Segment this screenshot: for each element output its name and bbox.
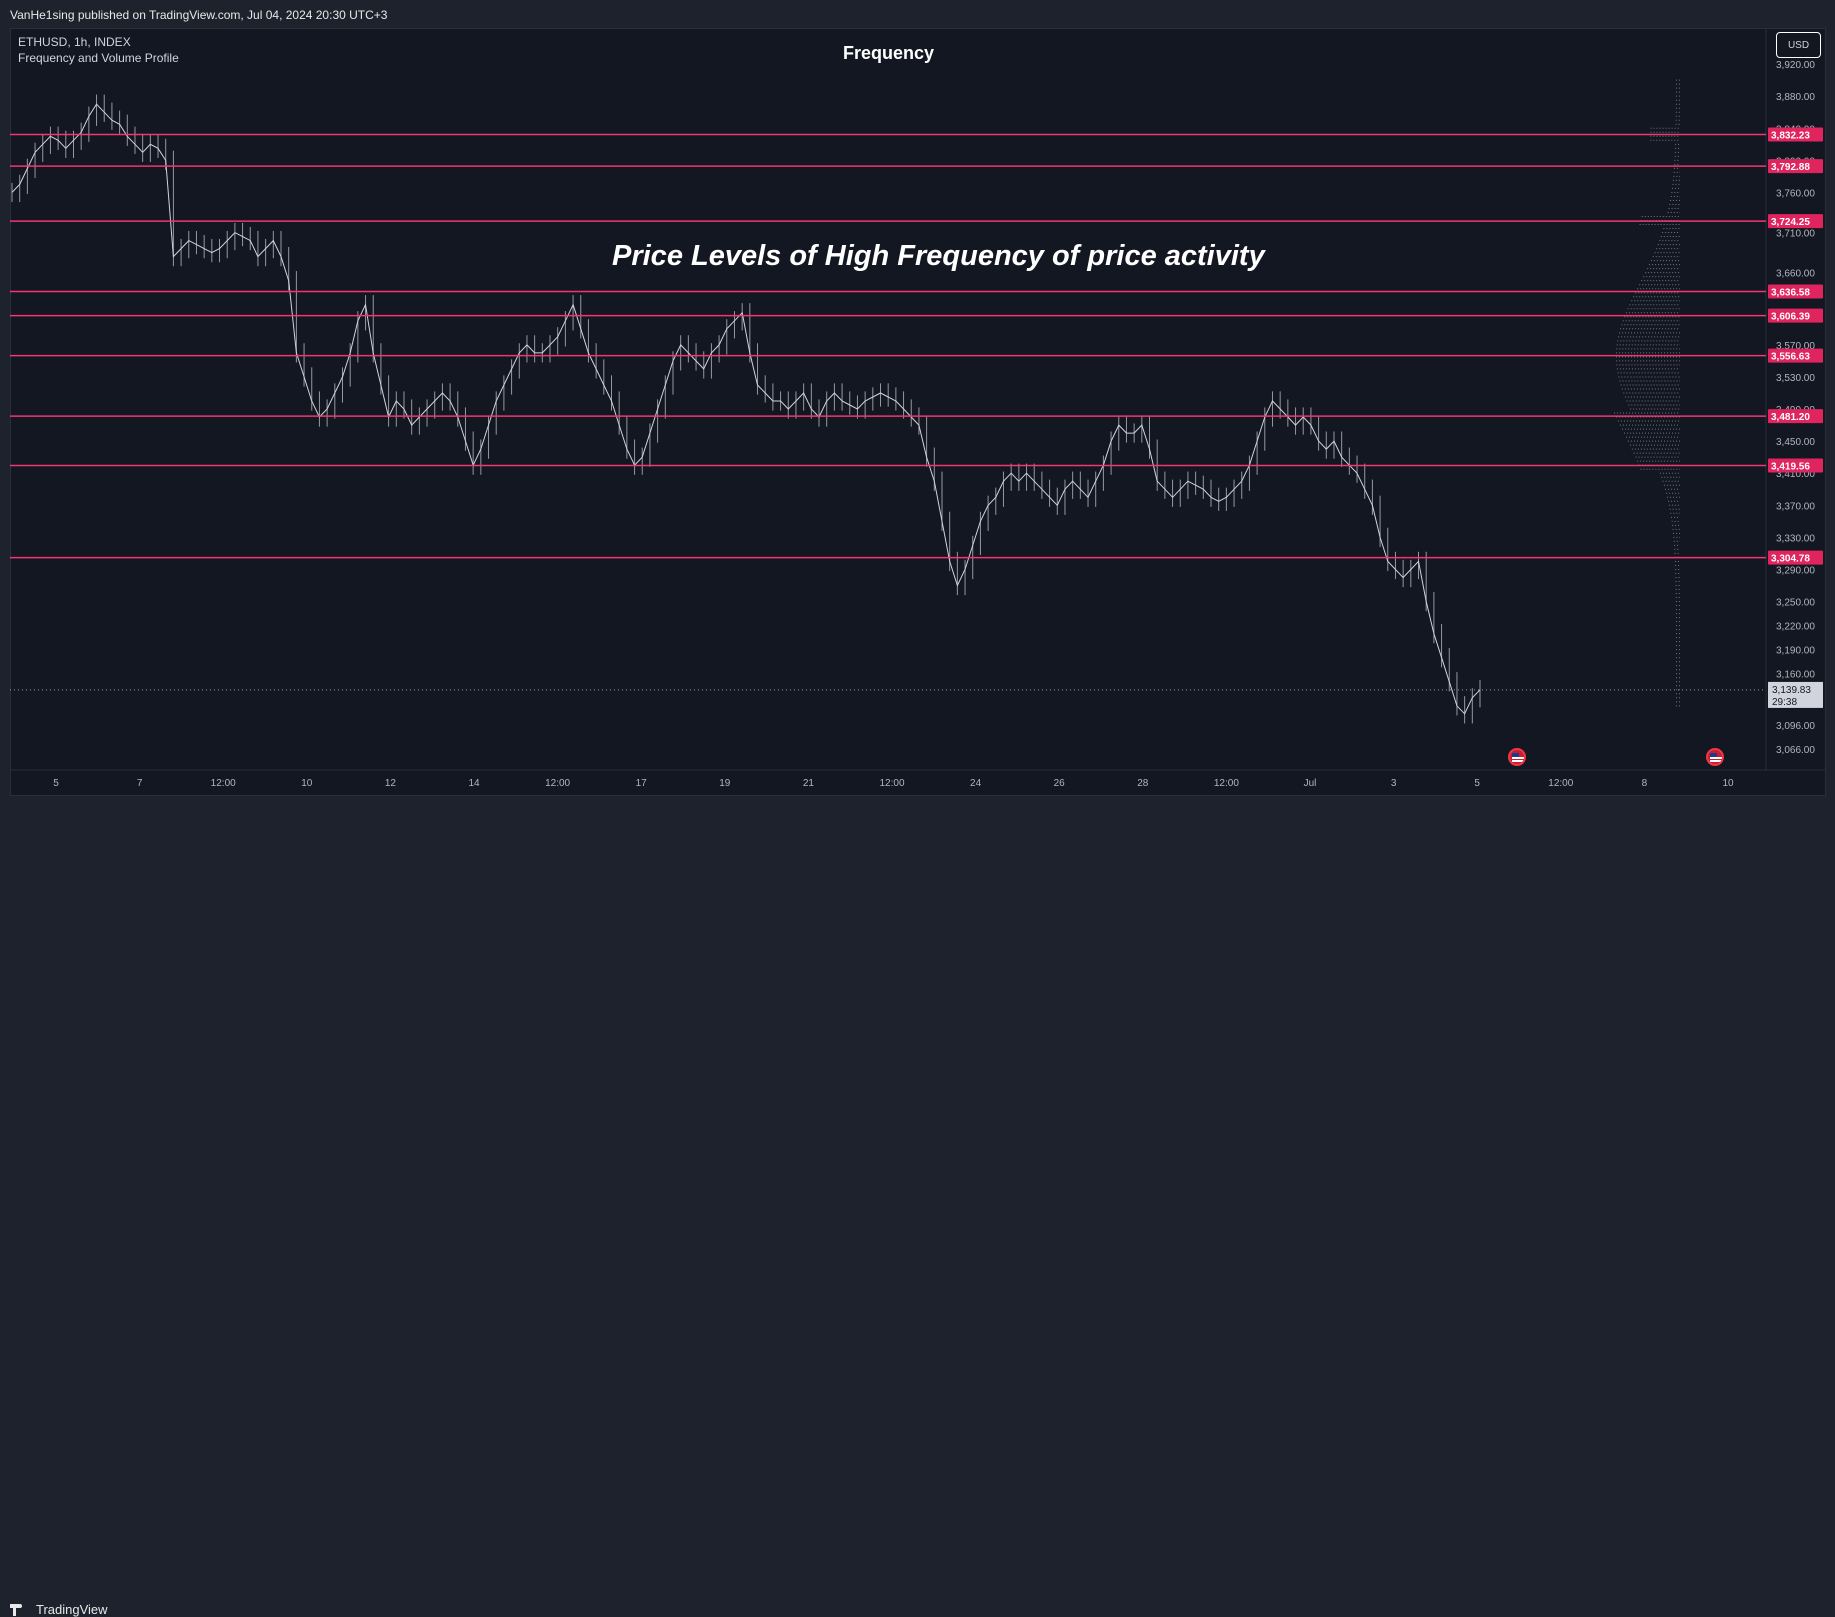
y-tick-label: 3,920.00 xyxy=(1776,60,1815,71)
x-tick-label: 12:00 xyxy=(879,778,904,789)
price-chart[interactable]: 3,920.003,880.003,840.003,800.003,760.00… xyxy=(0,0,1835,796)
price-series-line xyxy=(11,103,1481,715)
price-level-label: 3,419.56 xyxy=(1771,462,1810,473)
x-tick-label: 10 xyxy=(301,778,313,789)
price-level-label-bg xyxy=(1768,308,1823,323)
us-flag-event-icon[interactable] xyxy=(1706,748,1724,766)
price-level-label-bg xyxy=(1768,409,1823,424)
x-tick-label: 28 xyxy=(1137,778,1149,789)
y-tick-label: 3,066.00 xyxy=(1776,745,1815,756)
last-price-label: 3,139.83 xyxy=(1772,685,1811,696)
publish-header: VanHe1sing published on TradingView.com,… xyxy=(0,0,1835,28)
x-tick-label: 12:00 xyxy=(1548,778,1573,789)
price-level-label-bg xyxy=(1768,284,1823,299)
y-tick-label: 3,660.00 xyxy=(1776,269,1815,280)
y-tick-label: 3,220.00 xyxy=(1776,622,1815,633)
chart-panel[interactable] xyxy=(10,28,1826,796)
x-tick-label: 3 xyxy=(1391,778,1397,789)
price-level-label: 3,606.39 xyxy=(1771,312,1810,323)
tradingview-logo[interactable]: TradingView xyxy=(10,1602,108,1617)
annotation-text: Price Levels of High Frequency of price … xyxy=(612,240,1265,272)
x-tick-label: 26 xyxy=(1054,778,1066,789)
price-level-label: 3,481.20 xyxy=(1771,412,1810,423)
price-level-label-bg xyxy=(1768,127,1823,142)
x-tick-label: 12:00 xyxy=(545,778,570,789)
x-tick-label: 7 xyxy=(137,778,143,789)
x-tick-label: Jul xyxy=(1304,778,1317,789)
price-level-label-bg xyxy=(1768,348,1823,363)
y-tick-label: 3,370.00 xyxy=(1776,501,1815,512)
y-tick-label: 3,290.00 xyxy=(1776,565,1815,576)
x-tick-label: 5 xyxy=(53,778,59,789)
brand-label: TradingView xyxy=(36,1602,108,1617)
symbol-line: ETHUSD, 1h, INDEX xyxy=(18,35,131,49)
currency-button[interactable]: USD xyxy=(1776,32,1821,58)
x-tick-label: 14 xyxy=(468,778,480,789)
x-tick-label: 12:00 xyxy=(1214,778,1239,789)
price-level-label-bg xyxy=(1768,550,1823,565)
y-tick-label: 3,530.00 xyxy=(1776,373,1815,384)
countdown-label: 29:38 xyxy=(1772,697,1797,708)
price-level-label: 3,304.78 xyxy=(1771,554,1810,565)
price-level-label-bg xyxy=(1768,159,1823,174)
last-price-label-bg xyxy=(1768,681,1823,708)
y-tick-label: 3,096.00 xyxy=(1776,721,1815,732)
x-tick-label: 24 xyxy=(970,778,982,789)
x-tick-label: 17 xyxy=(636,778,648,789)
published-by-text: VanHe1sing published on TradingView.com,… xyxy=(10,8,388,22)
x-tick-label: 8 xyxy=(1642,778,1648,789)
tradingview-logo-icon xyxy=(10,1603,30,1616)
x-tick-label: 10 xyxy=(1722,778,1734,789)
price-level-label: 3,556.63 xyxy=(1771,352,1810,363)
x-tick-label: 12 xyxy=(385,778,397,789)
price-level-label: 3,832.23 xyxy=(1771,131,1810,142)
price-level-label-bg xyxy=(1768,214,1823,229)
x-tick-label: 19 xyxy=(719,778,731,789)
price-level-label: 3,724.25 xyxy=(1771,217,1810,228)
chart-title: Frequency xyxy=(843,43,935,63)
symbol-legend: ETHUSD, 1h, INDEX Frequency and Volume P… xyxy=(18,34,179,66)
price-level-label: 3,792.88 xyxy=(1771,162,1810,173)
y-tick-label: 3,880.00 xyxy=(1776,92,1815,103)
y-tick-label: 3,450.00 xyxy=(1776,437,1815,448)
indicator-line: Frequency and Volume Profile xyxy=(18,51,179,65)
y-tick-label: 3,570.00 xyxy=(1776,341,1815,352)
y-tick-label: 3,710.00 xyxy=(1776,229,1815,240)
y-tick-label: 3,190.00 xyxy=(1776,646,1815,657)
us-flag-event-icon[interactable] xyxy=(1508,748,1526,766)
y-tick-label: 3,330.00 xyxy=(1776,533,1815,544)
footer: TradingView xyxy=(0,796,1835,1617)
y-tick-label: 3,760.00 xyxy=(1776,188,1815,199)
y-tick-label: 3,160.00 xyxy=(1776,670,1815,681)
x-tick-label: 12:00 xyxy=(211,778,236,789)
y-tick-label: 3,410.00 xyxy=(1776,469,1815,480)
price-level-label-bg xyxy=(1768,458,1823,473)
x-tick-label: 21 xyxy=(803,778,815,789)
x-tick-label: 5 xyxy=(1474,778,1480,789)
price-level-label: 3,636.58 xyxy=(1771,287,1810,298)
y-tick-label: 3,250.00 xyxy=(1776,598,1815,609)
